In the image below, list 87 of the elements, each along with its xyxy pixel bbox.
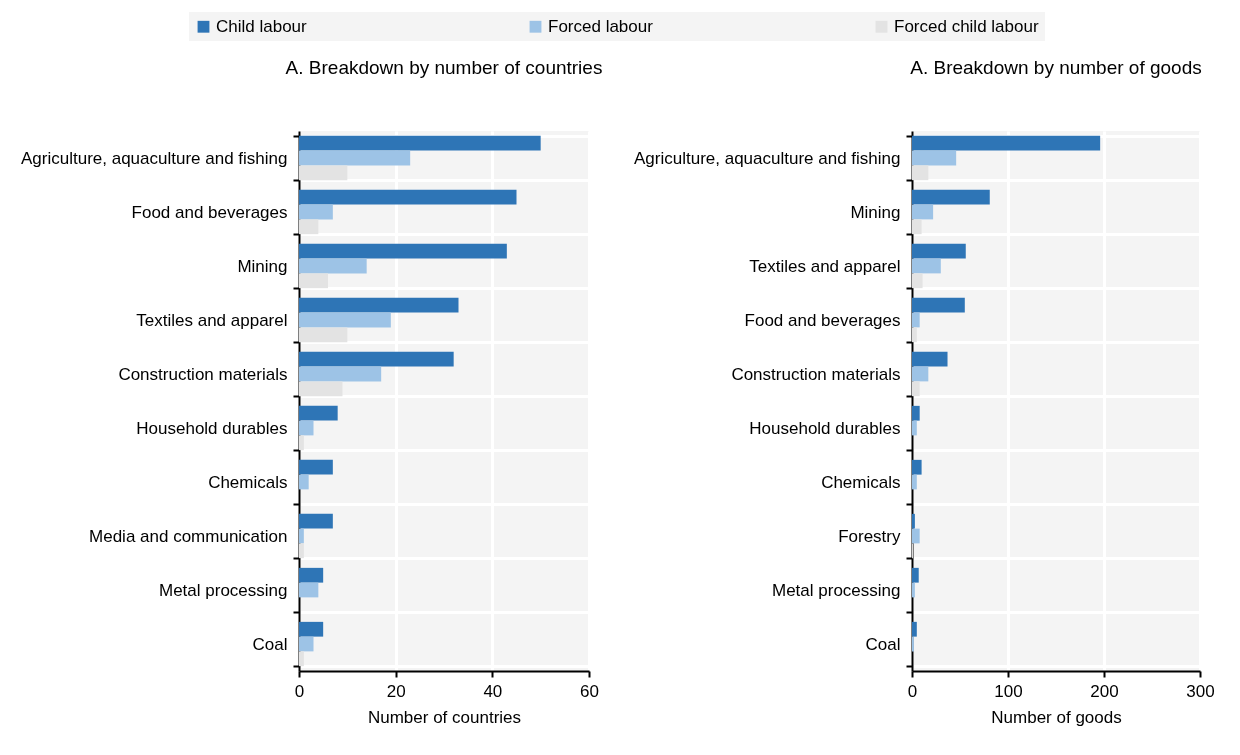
y-tick-label: Metal processing bbox=[158, 580, 288, 600]
bar bbox=[299, 543, 304, 559]
bar bbox=[299, 312, 391, 328]
y-tick-label: Textiles and apparel bbox=[136, 310, 288, 330]
legend-label: Child labour bbox=[216, 16, 308, 36]
y-tick-label: Coal bbox=[865, 634, 901, 654]
y-tick-label: Household durables bbox=[136, 418, 288, 438]
bar bbox=[912, 621, 917, 637]
bar bbox=[299, 651, 304, 667]
bar bbox=[912, 297, 965, 313]
bar bbox=[912, 312, 920, 328]
bar bbox=[912, 420, 917, 436]
y-tick-label: Household durables bbox=[749, 418, 901, 438]
bar bbox=[912, 582, 915, 598]
bar bbox=[912, 243, 966, 259]
x-tick-label: 40 bbox=[483, 681, 503, 701]
bar bbox=[912, 567, 919, 583]
bar bbox=[299, 513, 333, 529]
y-tick-label: Metal processing bbox=[771, 580, 901, 600]
legend-label: Forced child labour bbox=[894, 16, 1039, 36]
bar bbox=[912, 135, 1101, 151]
y-tick-label: Media and communication bbox=[89, 526, 288, 546]
x-axis-title: Number of goods bbox=[991, 707, 1122, 727]
y-tick-label: Mining bbox=[850, 202, 901, 222]
x-tick-label: 100 bbox=[994, 681, 1023, 701]
bar bbox=[299, 636, 314, 652]
x-tick-label: 60 bbox=[580, 681, 599, 701]
bar bbox=[912, 189, 990, 205]
y-tick-label: Chemicals bbox=[208, 472, 288, 492]
legend-label: Forced labour bbox=[548, 16, 654, 36]
chart-title: A. Breakdown by number of countries bbox=[285, 57, 603, 78]
bar bbox=[912, 459, 922, 475]
bar bbox=[299, 420, 314, 436]
x-tick-label: 0 bbox=[294, 681, 305, 701]
bar bbox=[299, 381, 343, 397]
bar bbox=[912, 327, 917, 343]
y-tick-label: Coal bbox=[252, 634, 288, 654]
bar bbox=[912, 204, 934, 220]
y-tick-label: Mining bbox=[237, 256, 288, 276]
bar bbox=[299, 189, 517, 205]
bar bbox=[912, 150, 957, 166]
bar bbox=[299, 366, 382, 382]
x-tick-label: 0 bbox=[907, 681, 918, 701]
bar bbox=[299, 435, 304, 451]
bar bbox=[912, 258, 941, 274]
y-tick-label: Construction materials bbox=[731, 364, 901, 384]
bar bbox=[299, 567, 324, 583]
bar bbox=[912, 513, 915, 529]
bar bbox=[299, 135, 541, 151]
bar bbox=[912, 219, 922, 235]
bar bbox=[299, 243, 507, 259]
y-tick-label: Textiles and apparel bbox=[749, 256, 901, 276]
bar bbox=[912, 474, 917, 490]
bar bbox=[912, 405, 920, 421]
bar bbox=[299, 474, 309, 490]
bar bbox=[299, 621, 324, 637]
bar bbox=[299, 297, 459, 313]
bar bbox=[299, 459, 333, 475]
bar bbox=[299, 327, 348, 343]
bar bbox=[299, 204, 333, 220]
y-tick-label: Agriculture, aquaculture and fishing bbox=[634, 148, 901, 168]
bar bbox=[912, 381, 920, 397]
x-tick-label: 200 bbox=[1090, 681, 1119, 701]
x-tick-label: 300 bbox=[1186, 681, 1215, 701]
y-tick-label: Chemicals bbox=[821, 472, 901, 492]
bar bbox=[299, 219, 319, 235]
x-axis-title: Number of countries bbox=[367, 707, 522, 727]
x-tick-label: 20 bbox=[386, 681, 406, 701]
bar bbox=[299, 273, 328, 289]
y-tick-label: Forestry bbox=[838, 526, 901, 546]
bar bbox=[912, 351, 948, 367]
y-tick-label: Food and beverages bbox=[744, 310, 901, 330]
bar bbox=[299, 405, 338, 421]
bar bbox=[299, 150, 411, 166]
bar bbox=[299, 528, 304, 544]
bar bbox=[299, 351, 454, 367]
bar bbox=[299, 258, 367, 274]
chart-title: A. Breakdown by number of goods bbox=[910, 57, 1202, 78]
bar bbox=[299, 165, 348, 181]
y-tick-label: Agriculture, aquaculture and fishing bbox=[21, 148, 288, 168]
y-tick-label: Food and beverages bbox=[131, 202, 288, 222]
bar bbox=[299, 582, 319, 598]
y-tick-label: Construction materials bbox=[118, 364, 288, 384]
bar bbox=[912, 165, 929, 181]
bar bbox=[912, 366, 929, 382]
bar bbox=[912, 273, 923, 289]
bar bbox=[912, 528, 920, 544]
